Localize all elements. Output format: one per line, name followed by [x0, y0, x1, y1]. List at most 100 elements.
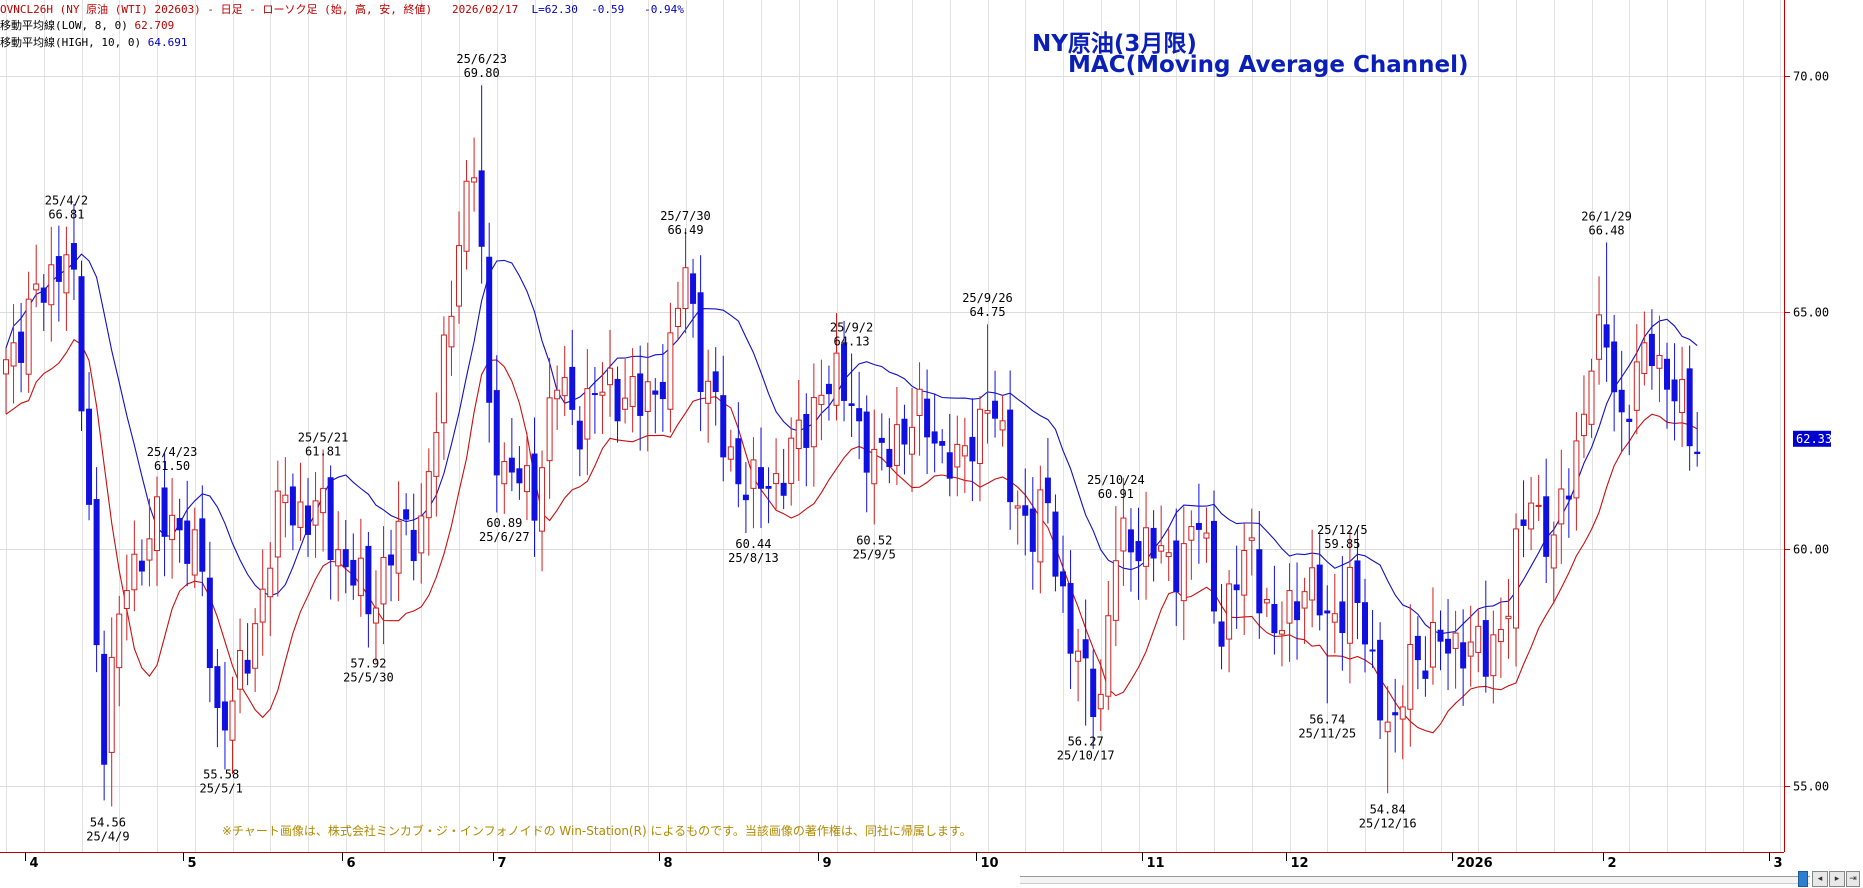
chart-subtitle: MAC(Moving Average Channel)	[1068, 52, 1469, 78]
candle-body	[169, 514, 176, 541]
candle-up	[1505, 579, 1512, 659]
candle-body	[976, 408, 983, 464]
candle-down	[1686, 345, 1693, 471]
candle-up	[1588, 358, 1595, 438]
candle-body	[1082, 639, 1089, 659]
candle-up	[727, 429, 734, 472]
candle-down	[1339, 556, 1346, 671]
candle-body	[199, 518, 206, 572]
candle-up	[1278, 601, 1285, 667]
candle-up	[10, 304, 17, 404]
candle-down	[18, 302, 25, 393]
candle-body	[1014, 505, 1021, 509]
candle-up	[471, 137, 478, 212]
candle-down	[327, 465, 334, 600]
candle-up	[320, 449, 327, 552]
candle-down	[214, 648, 221, 748]
annotation-date: 25/4/2	[45, 194, 88, 208]
candle-body	[1301, 591, 1308, 609]
horizontal-scrollbar[interactable]	[1020, 876, 1810, 884]
candle-up	[750, 437, 757, 529]
candle-down	[70, 203, 77, 301]
candle-body	[1603, 324, 1610, 348]
candle-body	[1513, 528, 1519, 629]
candle-body	[1067, 583, 1074, 654]
candle-up	[1528, 477, 1535, 551]
candle-up	[1513, 513, 1519, 667]
candle-down	[244, 623, 251, 686]
candle-down	[569, 329, 576, 425]
candle-body	[1120, 517, 1127, 552]
copyright-note: ※チャート画像は、株式会社ミンカブ・ジ・インフォノイドの Win-Station…	[222, 824, 972, 838]
candle-body	[335, 549, 342, 567]
axes: 70.00 65.00 60.00 55.00 4 5 6 7 8 9 10 11 12 2026 2 3 62…	[0, 0, 1832, 871]
candle-body	[1203, 532, 1210, 539]
candle-body	[591, 393, 598, 396]
scroll-end-icon[interactable]: ⇥	[1846, 871, 1860, 887]
candle-down	[350, 533, 357, 600]
candle-body	[237, 650, 244, 690]
candle-body	[1611, 341, 1618, 393]
candle-body	[123, 590, 130, 609]
candle-up	[546, 357, 553, 499]
candle-down	[690, 258, 697, 338]
candle-body	[803, 413, 810, 448]
candle-down	[1648, 309, 1655, 390]
candle-body	[380, 556, 387, 605]
candle-up	[667, 302, 674, 433]
scrollbar-thumb[interactable]	[1798, 871, 1808, 887]
candle-body	[833, 352, 840, 406]
candle-body	[901, 418, 908, 445]
candle-body	[1346, 566, 1353, 644]
ma-low-value: 62.709	[134, 19, 175, 32]
candle-body	[131, 553, 138, 591]
candle-body	[3, 359, 9, 375]
candle-up	[1633, 324, 1640, 435]
price-annotation: 25/12/559.85	[1317, 523, 1368, 551]
candle-up	[539, 450, 546, 572]
candle-body	[1218, 621, 1225, 647]
candle-body	[486, 256, 493, 403]
candle-up	[123, 554, 130, 641]
candle-body	[433, 432, 440, 477]
candle-body	[523, 465, 530, 493]
annotation-value: 61.50	[154, 459, 190, 473]
scroll-left-icon[interactable]: ◂	[1812, 871, 1828, 887]
candle-down	[1060, 535, 1066, 613]
candle-down	[221, 661, 228, 770]
ma-low-line	[5, 338, 1698, 734]
annotation-date: 26/1/29	[1581, 209, 1632, 223]
candle-body	[1173, 540, 1180, 593]
candle-up	[561, 345, 568, 417]
candle-down	[1007, 370, 1014, 530]
candle-up	[554, 365, 561, 430]
candle-body	[1528, 502, 1535, 530]
candle-body	[10, 342, 17, 367]
candle-body	[614, 378, 621, 422]
candle-down	[86, 372, 93, 521]
candle-body	[418, 515, 425, 554]
candle-up	[1596, 276, 1603, 385]
scroll-right-icon[interactable]: ▸	[1829, 871, 1845, 887]
candle-body	[1075, 650, 1082, 662]
annotation-value: 60.91	[1098, 487, 1134, 501]
candle-up	[259, 549, 266, 656]
candle-up	[788, 417, 795, 506]
y-tick-label: 55.00	[1793, 780, 1829, 794]
candle-body	[1656, 354, 1663, 369]
candle-body	[1052, 511, 1059, 577]
candle-up	[1226, 569, 1233, 673]
candle-up	[237, 618, 244, 714]
symbol-label: OVNCL26H (NY 原油 (WTI) 202603) - 日足 - ローソ…	[0, 3, 433, 16]
candle-body	[1490, 634, 1497, 677]
candle-body	[221, 701, 228, 731]
candle-body	[1369, 649, 1376, 652]
candle-body	[327, 477, 334, 561]
candle-down	[1218, 584, 1225, 670]
annotation-value: 66.81	[48, 208, 84, 222]
candle-body	[561, 377, 568, 397]
candle-body	[1497, 629, 1504, 643]
candle-down	[1460, 609, 1467, 706]
candle-body	[259, 588, 266, 623]
